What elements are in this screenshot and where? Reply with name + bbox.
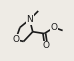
Text: O: O <box>43 41 50 50</box>
Text: O: O <box>12 35 19 44</box>
Text: N: N <box>26 15 33 24</box>
Text: O: O <box>51 23 58 32</box>
